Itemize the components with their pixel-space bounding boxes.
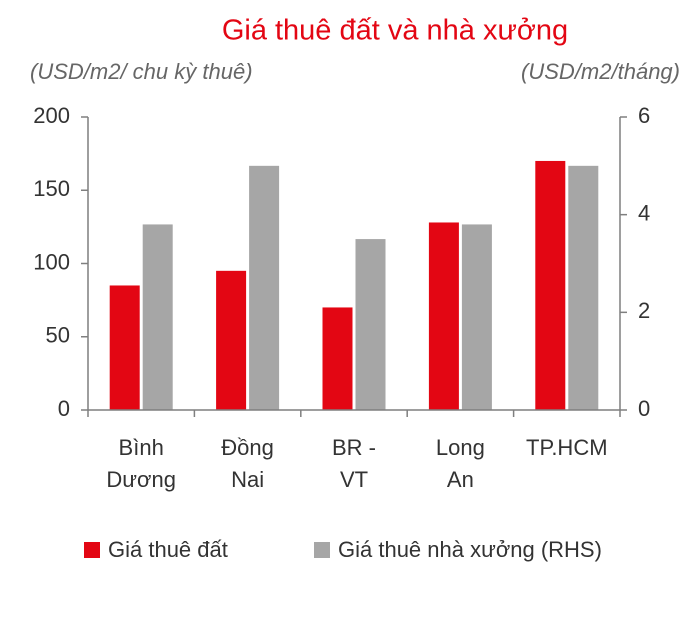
bar xyxy=(322,307,353,410)
y-tick-label: 200 xyxy=(33,103,70,128)
bar xyxy=(428,222,459,410)
bar xyxy=(461,224,492,410)
y-tick-label: 150 xyxy=(33,176,70,201)
legend-swatch xyxy=(314,542,330,558)
y2-tick-label: 6 xyxy=(638,103,650,128)
x-tick-label: Bình Dương xyxy=(106,435,176,492)
bar xyxy=(568,165,599,410)
legend-swatch xyxy=(84,542,100,558)
y-axis-label: (USD/m2/ chu kỳ thuê) xyxy=(30,59,253,84)
bar xyxy=(355,239,386,410)
legend-label: Giá thuê đất xyxy=(108,537,228,562)
x-tick-label: TP.HCM xyxy=(526,435,608,460)
chart-title: Giá thuê đất và nhà xưởng xyxy=(222,15,568,47)
bar xyxy=(142,224,173,410)
y-tick-label: 0 xyxy=(58,396,70,421)
y-tick-label: 50 xyxy=(46,323,70,348)
y2-tick-label: 2 xyxy=(638,298,650,323)
x-tick-label: BR - VT xyxy=(332,435,376,492)
bar xyxy=(109,285,140,410)
x-tick-label: Đồng Nai xyxy=(221,435,274,492)
y2-tick-label: 0 xyxy=(638,396,650,421)
bar xyxy=(249,165,280,410)
y2-axis-label: (USD/m2/tháng) xyxy=(521,59,680,84)
legend-label: Giá thuê nhà xưởng (RHS) xyxy=(338,537,602,562)
bar xyxy=(535,160,566,410)
y2-tick-label: 4 xyxy=(638,200,650,225)
x-tick-label: Long An xyxy=(435,435,485,492)
y-tick-label: 100 xyxy=(33,249,70,274)
bar xyxy=(216,270,247,410)
